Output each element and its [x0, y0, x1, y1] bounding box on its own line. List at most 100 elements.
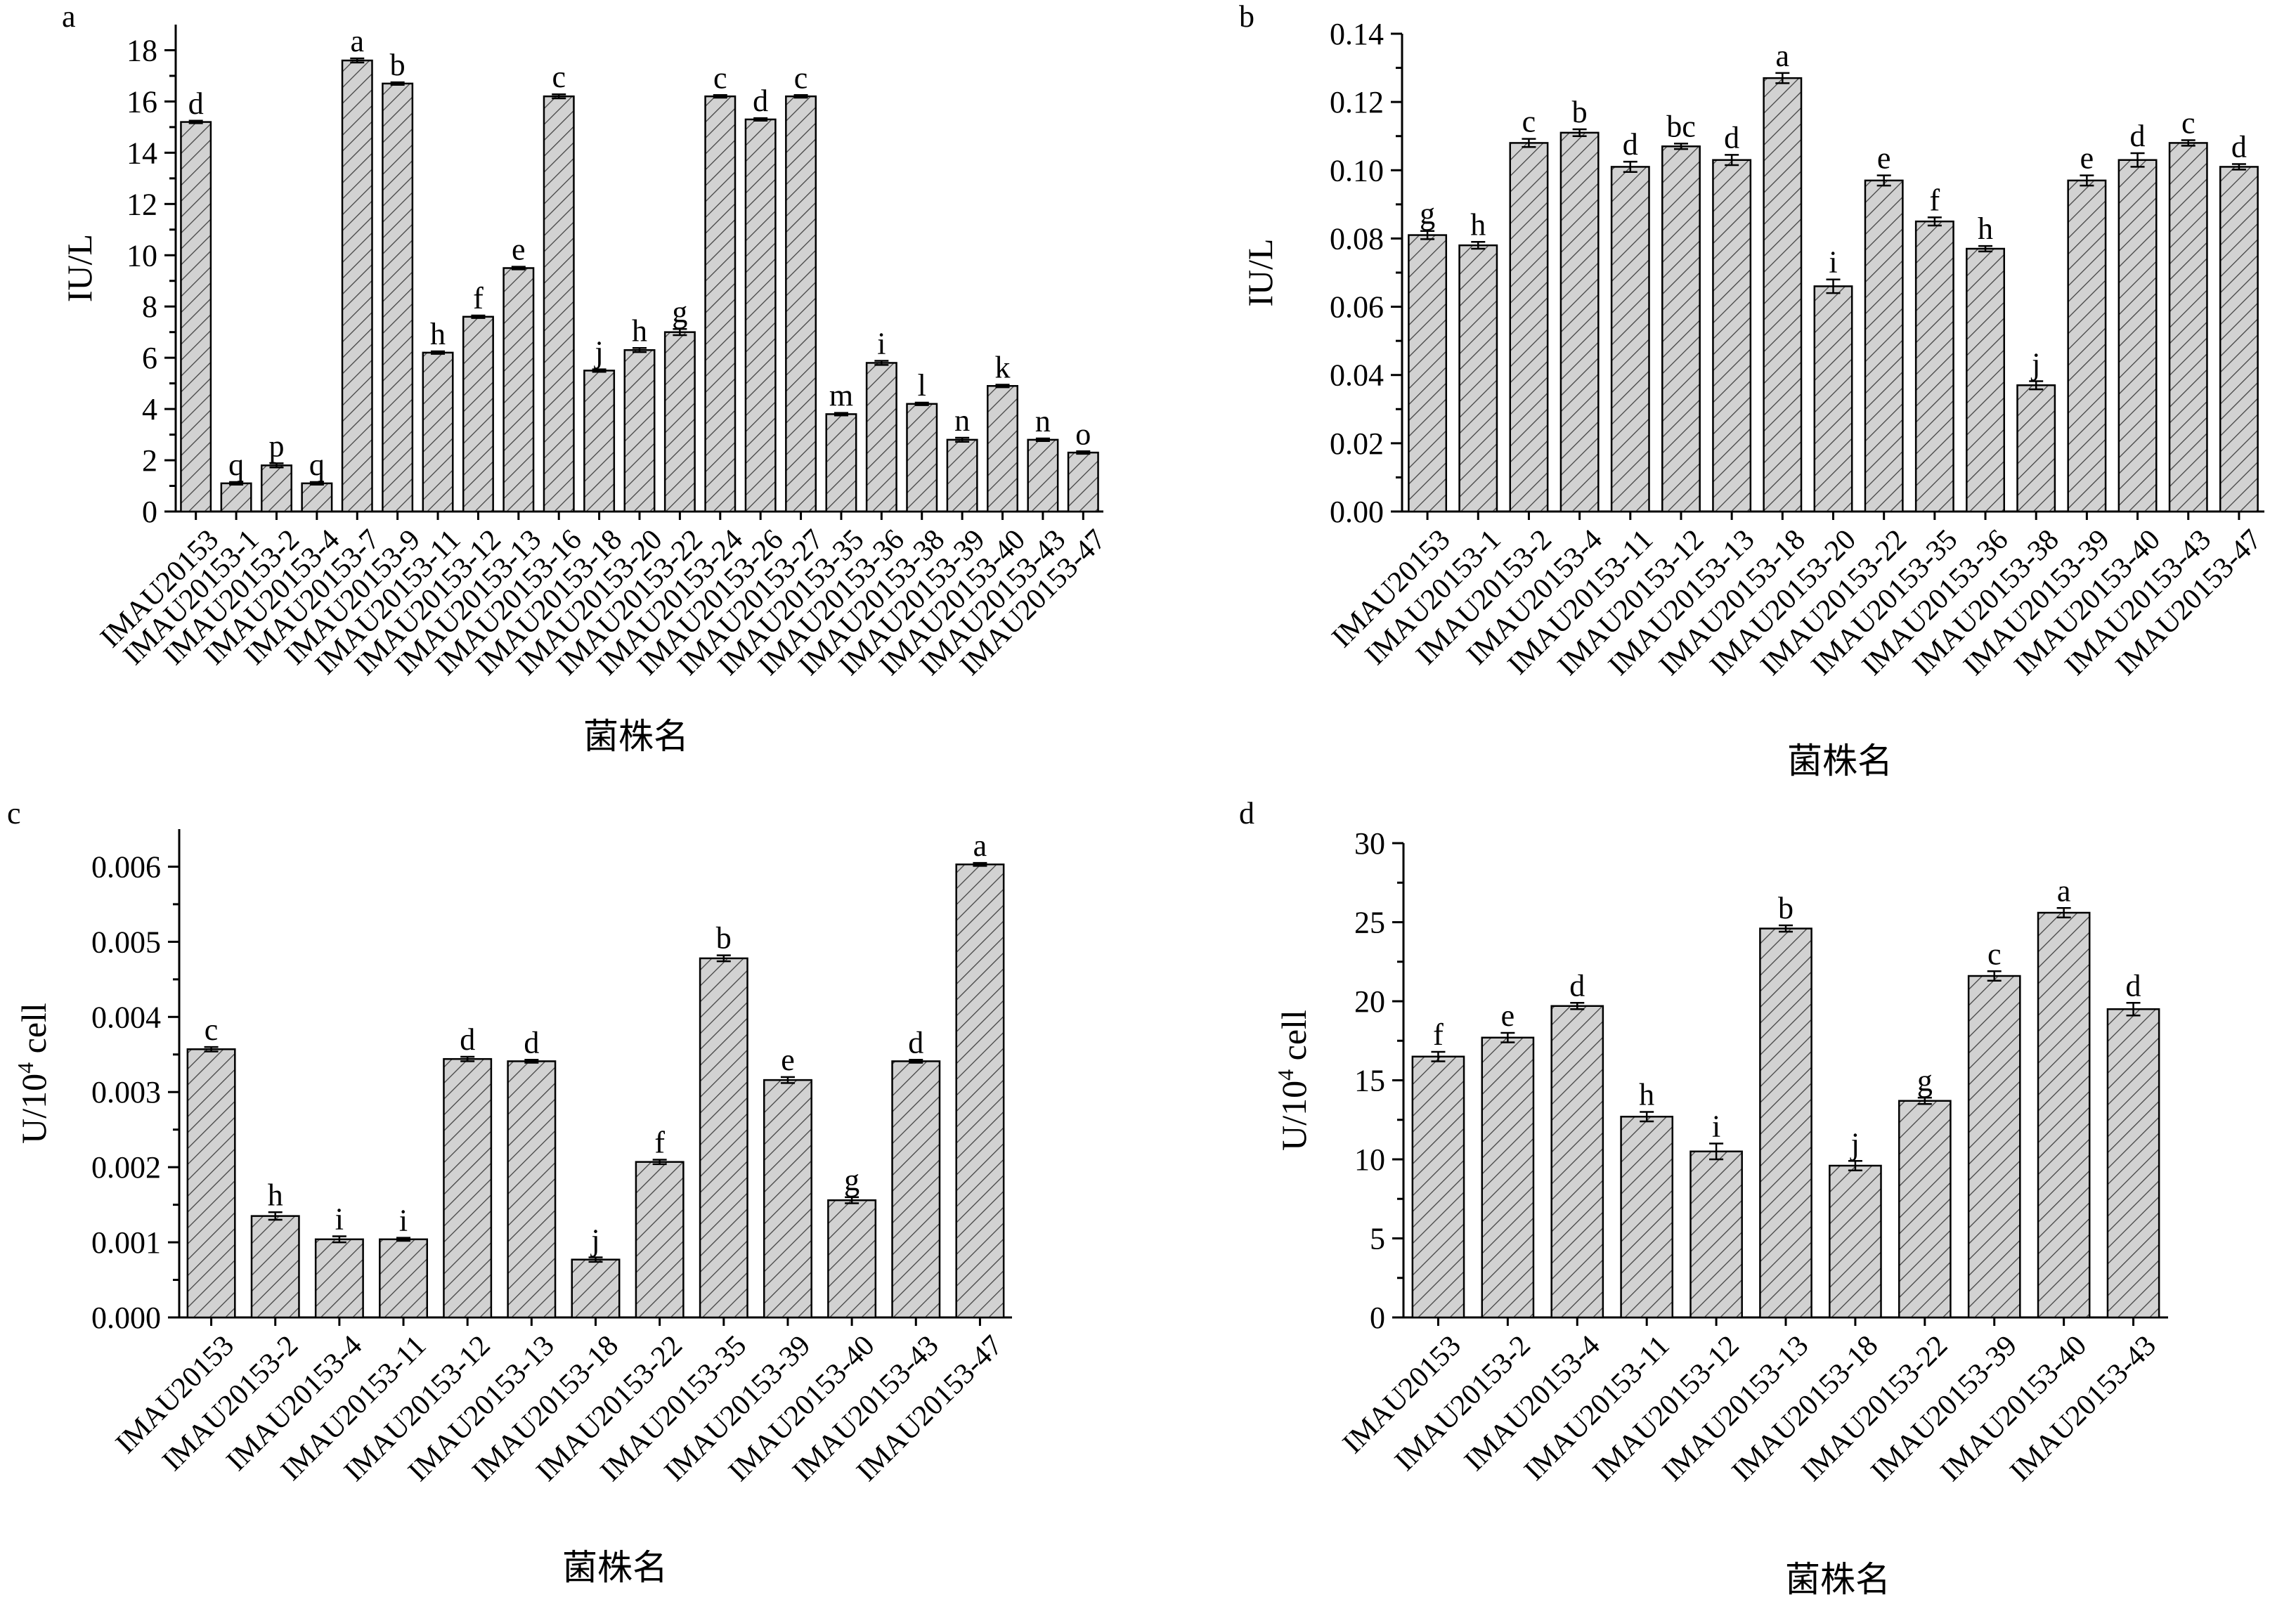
significance-letter: g: [1917, 1063, 1933, 1098]
significance-letter: d: [2231, 130, 2247, 164]
significance-letter: q: [228, 448, 244, 482]
significance-letter: j: [2030, 346, 2040, 381]
bar: [1914, 220, 1954, 513]
y-axis-title-unit: cell: [1274, 1010, 1314, 1069]
bar: [2168, 142, 2208, 513]
y-tick-label: 0.08: [1330, 221, 1384, 256]
significance-letter: d: [2130, 119, 2146, 153]
significance-letter: l: [918, 368, 926, 403]
bar: [744, 118, 777, 513]
y-tick-label: 20: [1354, 984, 1385, 1019]
significance-letter: n: [1035, 404, 1051, 438]
bar: [422, 351, 454, 513]
significance-letter: h: [268, 1178, 283, 1212]
y-axis-title-unit: cell: [14, 1003, 53, 1062]
bar: [865, 362, 897, 513]
significance-letter: d: [2126, 968, 2141, 1003]
y-tick-label: 15: [1354, 1064, 1385, 1098]
bar: [2117, 159, 2158, 513]
bar: [1620, 1116, 1674, 1319]
y-tick-label: 10: [127, 238, 157, 273]
x-axis-title: 菌株名: [1785, 1560, 1890, 1599]
y-tick-label: 0.002: [91, 1150, 161, 1185]
y-tick-label: 0: [1370, 1301, 1385, 1335]
significance-letter: i: [335, 1202, 344, 1237]
significance-letter: d: [1724, 120, 1739, 155]
y-tick-label: 0.14: [1330, 17, 1384, 51]
significance-letter: d: [1569, 968, 1585, 1003]
significance-letter: a: [350, 24, 364, 58]
significance-letter: g: [1420, 197, 1435, 231]
y-tick-label: 0.003: [91, 1075, 161, 1109]
bar: [1689, 1150, 1743, 1319]
bar: [502, 267, 535, 513]
bar: [1661, 145, 1701, 513]
significance-letter: b: [1572, 95, 1588, 129]
panel-letter: a: [62, 0, 76, 34]
bar: [260, 464, 292, 513]
bar: [543, 95, 575, 513]
panel-letter: b: [1239, 0, 1254, 34]
panel-letter: d: [1239, 796, 1254, 831]
y-tick-label: 0.12: [1330, 85, 1384, 119]
significance-letter: g: [844, 1163, 860, 1197]
significance-letter: j: [593, 335, 603, 370]
bar: [1759, 927, 1812, 1319]
bar: [827, 1199, 877, 1319]
y-tick-label: 14: [127, 136, 157, 170]
x-axis-title: 菌株名: [562, 1548, 668, 1587]
bar: [2037, 911, 2091, 1319]
significance-letter: e: [1877, 141, 1891, 176]
bar: [443, 1057, 493, 1319]
significance-letter: j: [590, 1223, 599, 1257]
significance-letter: e: [512, 233, 526, 267]
y-axis-title: U/104 cell: [1273, 1010, 1314, 1151]
bar: [583, 370, 616, 513]
y-tick-label: 2: [142, 443, 157, 478]
significance-letter: i: [399, 1204, 408, 1238]
significance-letter: f: [1433, 1017, 1444, 1052]
bar: [2067, 179, 2107, 513]
bar: [1610, 166, 1650, 513]
significance-letter: d: [1623, 127, 1638, 162]
significance-letter: g: [672, 294, 687, 329]
y-tick-label: 0.000: [91, 1301, 161, 1335]
significance-letter: n: [954, 403, 970, 438]
significance-letter: d: [753, 84, 768, 118]
bar: [2016, 384, 2056, 513]
significance-letter: bc: [1666, 109, 1696, 143]
significance-letter: i: [1829, 245, 1837, 280]
chart-panel-d: 051015202530fIMAU20153eIMAU20153-2dIMAU2…: [1239, 796, 2168, 1599]
bar: [1813, 285, 1853, 513]
bar: [635, 1161, 685, 1319]
chart-panel-c: 0.0000.0010.0020.0030.0040.0050.006cIMAU…: [7, 796, 1012, 1587]
y-tick-label: 0.00: [1330, 495, 1384, 529]
y-axis-title: IU/L: [1240, 238, 1280, 306]
bar: [1898, 1100, 1952, 1319]
significance-letter: q: [309, 448, 325, 482]
significance-letter: a: [973, 828, 987, 863]
bar: [891, 1060, 941, 1319]
y-tick-label: 25: [1354, 906, 1385, 940]
y-axis-title-main: U/10: [1274, 1081, 1314, 1151]
y-axis-title-superscript: 4: [13, 1062, 38, 1074]
bar: [1712, 159, 1752, 513]
significance-letter: i: [877, 327, 886, 361]
significance-letter: h: [1470, 207, 1486, 242]
significance-letter: d: [188, 86, 204, 121]
y-tick-label: 0.10: [1330, 153, 1384, 188]
significance-letter: c: [713, 60, 727, 95]
significance-letter: d: [460, 1022, 475, 1057]
significance-letter: c: [205, 1012, 219, 1047]
bar: [2106, 1008, 2160, 1319]
bar: [462, 315, 494, 513]
bar: [1027, 438, 1059, 513]
bar: [314, 1238, 364, 1319]
y-tick-label: 0.005: [91, 925, 161, 959]
bar: [699, 957, 748, 1319]
chart-panel-b: 0.000.020.040.060.080.100.120.14gIMAU201…: [1239, 0, 2268, 781]
y-tick-label: 0: [142, 495, 157, 529]
significance-letter: a: [2057, 873, 2071, 908]
significance-letter: c: [794, 60, 808, 95]
significance-letter: f: [473, 281, 484, 315]
